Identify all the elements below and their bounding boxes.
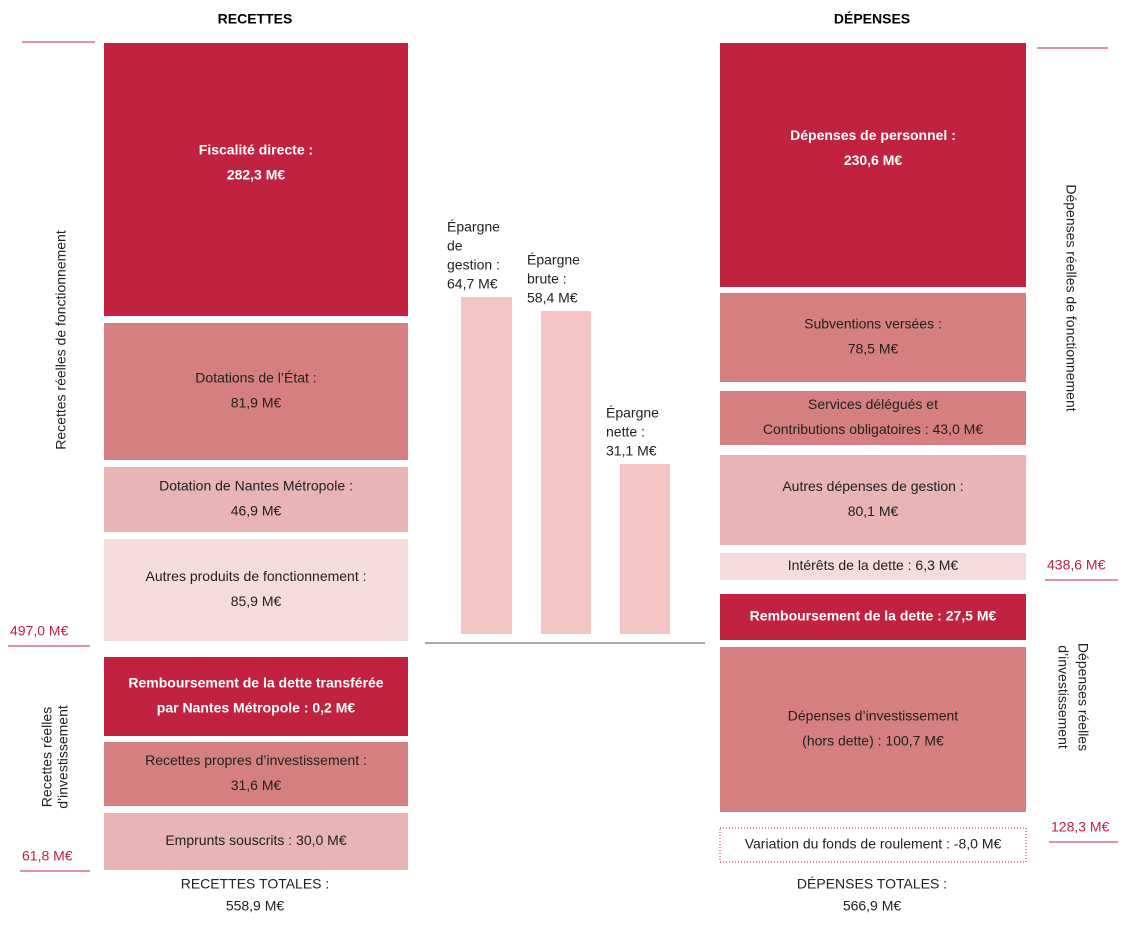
block-label: RECETTES TOTALES :	[181, 876, 330, 892]
header: DÉPENSES	[834, 11, 910, 27]
side-label: Dépenses réelles	[1075, 643, 1091, 751]
subtotal: 61,8 M€	[22, 848, 73, 864]
block	[104, 742, 408, 806]
epargne-label: nette :	[606, 424, 645, 440]
side-label: Dépenses réelles de fonctionnement	[1063, 184, 1079, 411]
block-label: 31,6 M€	[231, 777, 282, 793]
block-label: Remboursement de la dette transférée	[128, 675, 383, 691]
block-label: Remboursement de la dette : 27,5 M€	[750, 608, 997, 624]
block-label: 85,9 M€	[231, 593, 282, 609]
epargne-label: Épargne	[606, 405, 659, 421]
block-label: Dotation de Nantes Métropole :	[159, 478, 353, 494]
epargne-label: Épargne	[527, 252, 580, 268]
block-label: Variation du fonds de roulement : -8,0 M…	[745, 836, 1002, 852]
header: RECETTES	[218, 11, 293, 27]
block-label: (hors dette) : 100,7 M€	[802, 733, 944, 749]
epargne-bar	[620, 464, 670, 634]
block-label: 558,9 M€	[226, 898, 285, 914]
epargne-label: 31,1 M€	[606, 443, 657, 459]
block-label: 282,3 M€	[227, 167, 286, 183]
block-label: Contributions obligatoires : 43,0 M€	[763, 421, 983, 437]
block	[104, 813, 408, 870]
block-label: 78,5 M€	[848, 341, 899, 357]
block-label: 46,9 M€	[231, 503, 282, 519]
block	[720, 43, 1026, 287]
epargne-label: 64,7 M€	[447, 276, 498, 292]
epargne-label: de	[447, 238, 463, 254]
epargne-bar	[461, 297, 512, 634]
block	[720, 293, 1026, 382]
block-label: Dépenses de personnel :	[790, 127, 956, 143]
block-label: 230,6 M€	[844, 152, 903, 168]
block-label: Recettes propres d’investissement :	[145, 752, 367, 768]
block	[104, 43, 408, 316]
block	[104, 323, 408, 460]
epargne-label: Épargne	[447, 219, 500, 235]
side-label: Recettes réelles	[39, 707, 55, 807]
subtotal: 128,3 M€	[1051, 819, 1110, 835]
block	[104, 539, 408, 641]
block-label: 81,9 M€	[231, 395, 282, 411]
side-label: d’investissement	[1055, 645, 1071, 749]
block-label: 80,1 M€	[848, 503, 899, 519]
block-label: Emprunts souscrits : 30,0 M€	[165, 832, 347, 848]
block-label: DÉPENSES TOTALES :	[797, 876, 947, 892]
block-label: Fiscalité directe :	[199, 142, 313, 158]
block	[720, 455, 1026, 545]
side-label: d’investissement	[55, 705, 71, 809]
block-label: Subventions versées :	[804, 316, 942, 332]
block-label: 566,9 M€	[843, 898, 902, 914]
epargne-label: gestion :	[447, 257, 500, 273]
block-label: Intérêts de la dette : 6,3 M€	[788, 557, 959, 573]
side-label: Recettes réelles de fonctionnement	[53, 230, 69, 450]
epargne-label: 58,4 M€	[527, 290, 578, 306]
epargne-label: brute :	[527, 271, 567, 287]
block	[720, 594, 1026, 640]
epargne-bar	[541, 311, 591, 634]
block	[720, 391, 1026, 445]
block	[719, 827, 1027, 863]
block	[104, 657, 408, 736]
block-label: Dépenses d’investissement	[788, 708, 959, 724]
block-label: Autres dépenses de gestion :	[782, 478, 963, 494]
subtotal: 497,0 M€	[10, 623, 69, 639]
subtotal: 438,6 M€	[1047, 557, 1106, 573]
block-label: par Nantes Métropole : 0,2 M€	[157, 700, 356, 716]
block-label: Dotations de l’État :	[195, 370, 316, 386]
block-label: Autres produits de fonctionnement :	[145, 568, 366, 584]
block	[720, 553, 1026, 580]
block	[720, 647, 1026, 812]
block-label: Services délégués et	[808, 396, 938, 412]
block	[104, 467, 408, 532]
